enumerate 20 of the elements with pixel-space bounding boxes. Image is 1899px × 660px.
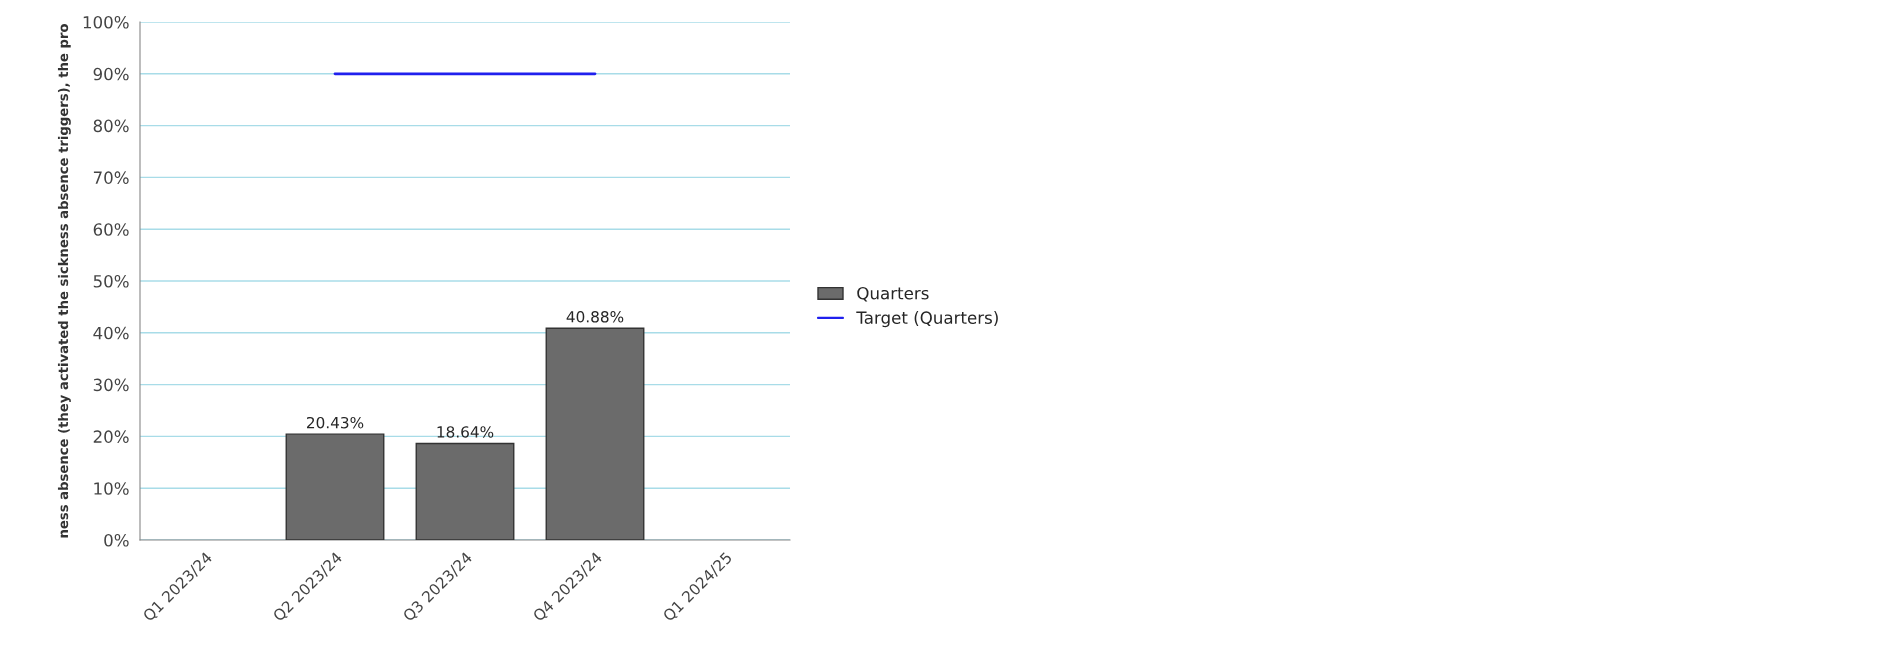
y-tick-label: 30% bbox=[93, 378, 129, 392]
y-tick-label: 50% bbox=[93, 274, 129, 288]
legend-label: Target (Quarters) bbox=[856, 311, 998, 328]
y-tick-label: 40% bbox=[93, 326, 129, 340]
bar bbox=[545, 327, 645, 540]
y-tick-label: 0% bbox=[104, 533, 129, 547]
bar bbox=[415, 442, 515, 540]
data-label: 20.43% bbox=[306, 416, 364, 429]
legend-label: Quarters bbox=[857, 286, 929, 302]
y-tick-label: 90% bbox=[93, 67, 129, 81]
y-tick-label: 10% bbox=[94, 482, 129, 495]
bar bbox=[285, 433, 385, 540]
y-tick-label: 60% bbox=[93, 223, 129, 236]
y-tick-label: 20% bbox=[93, 430, 129, 443]
y-tick-label: 70% bbox=[93, 171, 129, 184]
y-tick-label: 80% bbox=[93, 119, 129, 133]
y-tick-label: 100% bbox=[83, 15, 129, 29]
data-label: 40.88% bbox=[566, 310, 624, 323]
data-label: 18.64% bbox=[437, 426, 494, 438]
y-axis-title: ness absence (they activated the sickness absence triggers), the pro bbox=[57, 24, 71, 538]
